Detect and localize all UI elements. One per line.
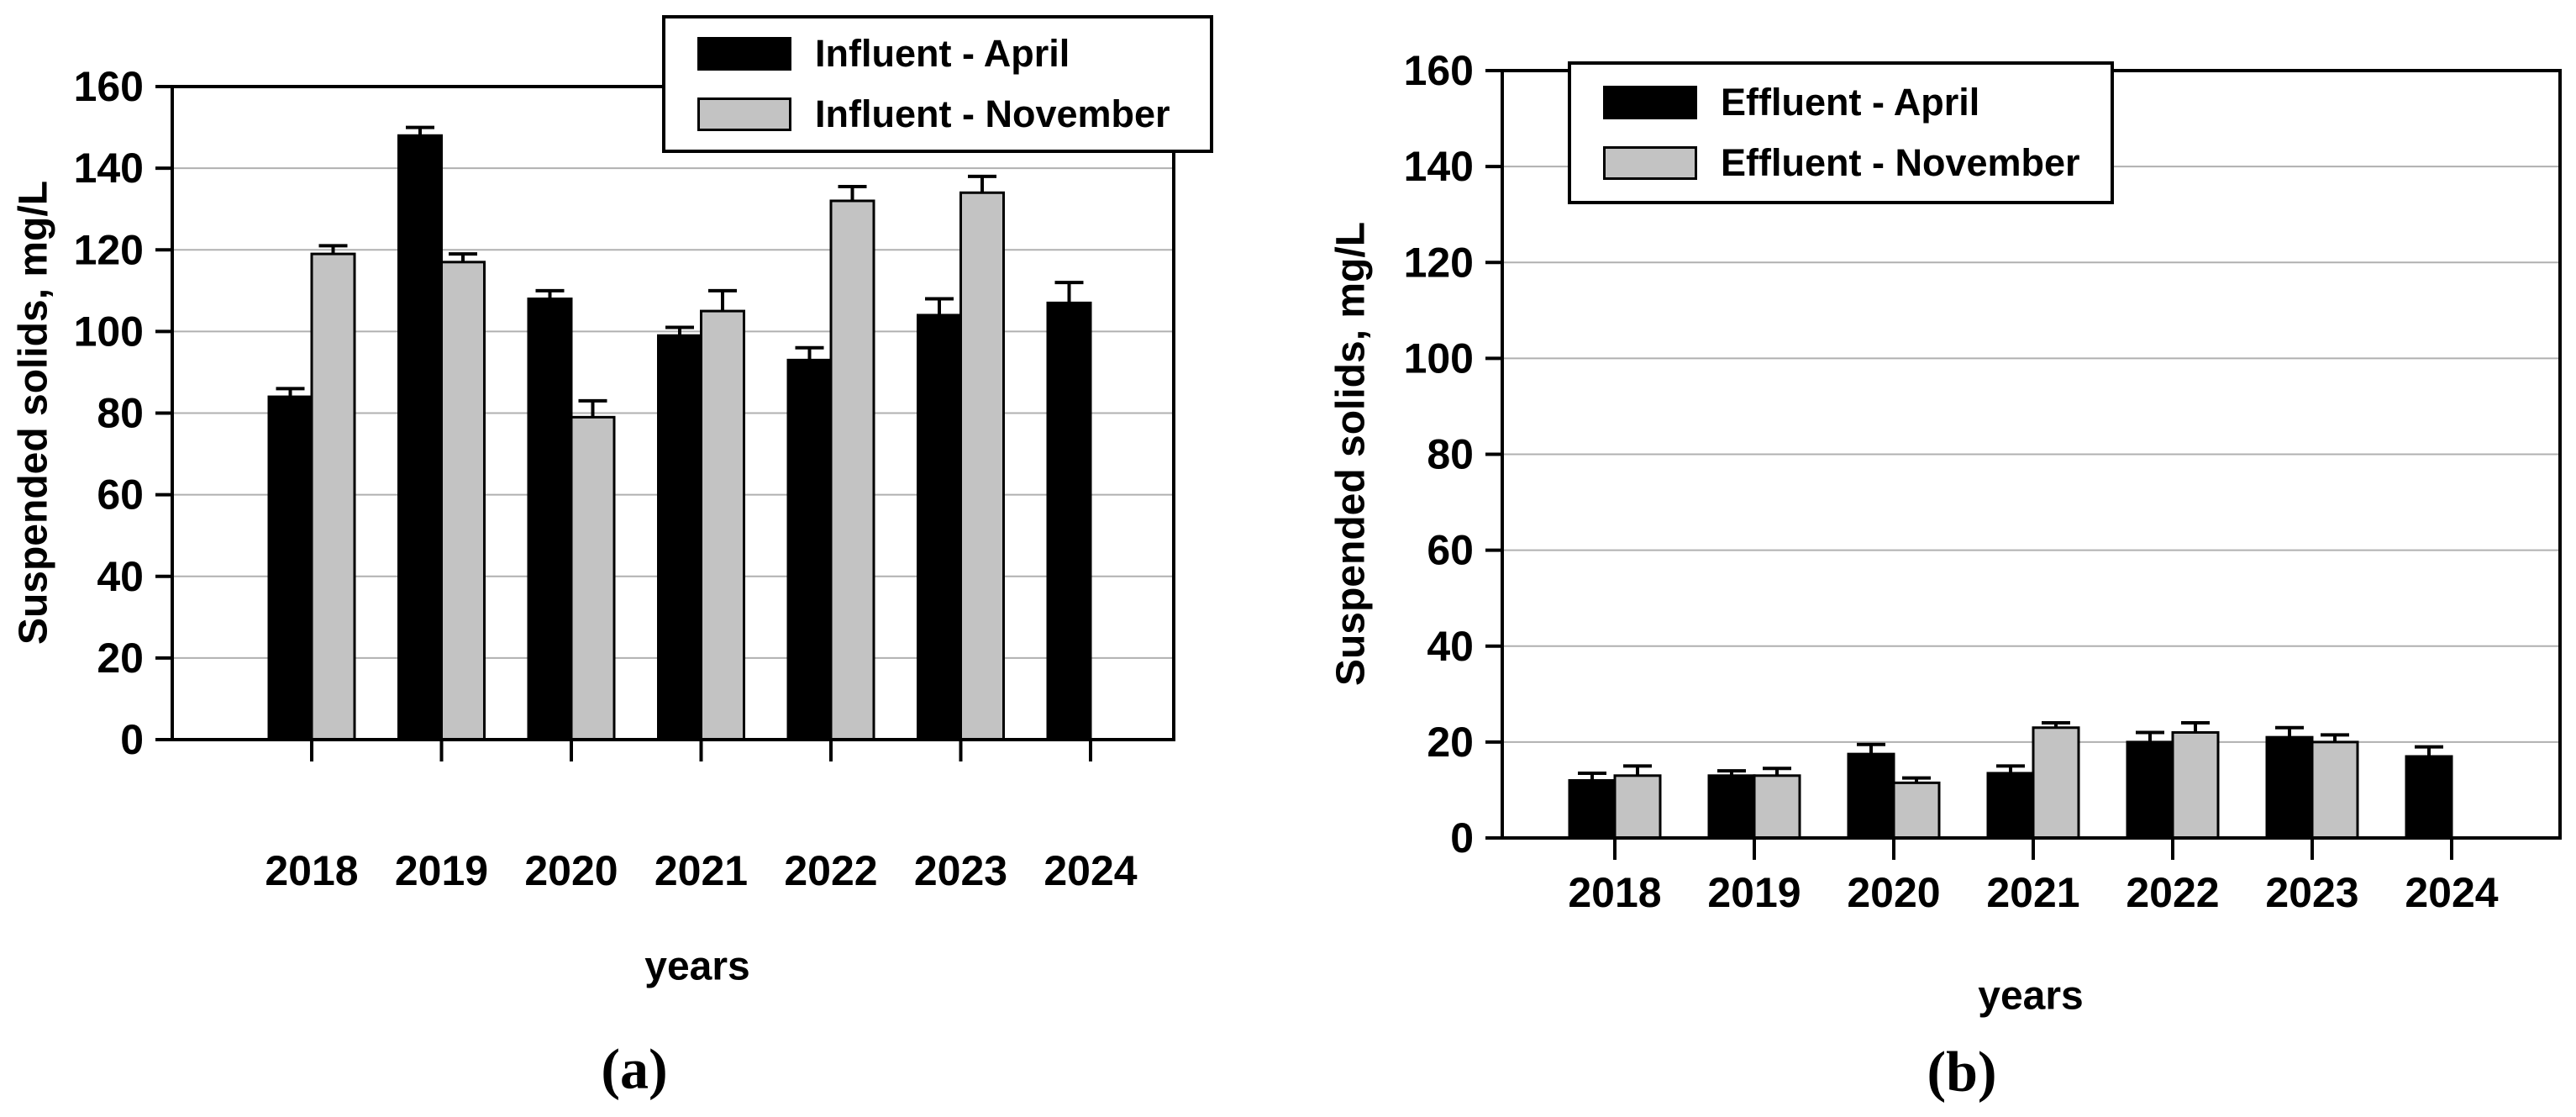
bar-b-2020-november — [1892, 781, 1941, 840]
y-tick-label-a-20: 20 — [97, 635, 144, 682]
x-tick-label-b-2018: 2018 — [1568, 869, 1661, 916]
x-axis-title-effluent: years — [1978, 973, 2084, 1019]
bar-a-2020-november — [570, 415, 616, 741]
y-tick-label-a-100: 100 — [74, 308, 144, 355]
y-tick-label-b-60: 60 — [1427, 527, 1474, 574]
y-tick-label-a-60: 60 — [97, 472, 144, 519]
y-axis-title-influent: Suspended solids, mg/L — [11, 180, 56, 645]
y-tick-label-a-0: 0 — [120, 716, 144, 763]
x-tick-label-a-2020: 2020 — [524, 847, 618, 894]
y-tick-label-a-40: 40 — [97, 553, 144, 600]
bar-a-2021-april — [657, 334, 702, 741]
x-tick-label-b-2024: 2024 — [2405, 869, 2498, 916]
bar-a-2022-november — [829, 199, 875, 741]
bar-a-2020-april — [527, 298, 573, 741]
y-tick-label-b-0: 0 — [1450, 814, 1474, 861]
legend-label-effluent-november: Effluent - November — [1721, 141, 2080, 184]
caption-b: (b) — [1927, 1039, 1997, 1104]
bar-b-2023-april — [2265, 735, 2314, 840]
legend-effluent: Effluent - April Effluent - November — [1568, 61, 2114, 204]
bar-b-2022-april — [2126, 740, 2174, 840]
legend-influent: Influent - April Influent - November — [662, 15, 1213, 153]
x-tick-label-b-2021: 2021 — [1986, 869, 2079, 916]
bar-b-2020-april — [1847, 752, 1895, 840]
bar-b-2019-april — [1707, 774, 1756, 840]
x-tick-label-b-2020: 2020 — [1847, 869, 1940, 916]
legend-label-influent-april: Influent - April — [815, 32, 1070, 75]
bar-a-2023-november — [959, 191, 1005, 741]
y-tick-label-b-160: 160 — [1404, 47, 1474, 94]
x-tick-label-a-2021: 2021 — [655, 847, 748, 894]
legend-swatch-influent-april — [697, 37, 791, 71]
y-tick-label-b-80: 80 — [1427, 431, 1474, 478]
bar-a-2019-april — [397, 134, 443, 741]
bar-b-2021-november — [2032, 726, 2080, 840]
x-tick-label-a-2024: 2024 — [1044, 847, 1137, 894]
x-tick-label-a-2022: 2022 — [784, 847, 877, 894]
y-tick-label-b-140: 140 — [1404, 143, 1474, 190]
x-tick-label-a-2019: 2019 — [395, 847, 488, 894]
bar-a-2021-november — [700, 309, 745, 741]
legend-swatch-effluent-november — [1603, 146, 1697, 180]
legend-label-effluent-april: Effluent - April — [1721, 81, 1980, 124]
y-tick-label-b-20: 20 — [1427, 719, 1474, 766]
legend-item-effluent-april: Effluent - April — [1603, 81, 1979, 124]
legend-swatch-influent-november — [697, 97, 791, 131]
bar-b-2019-november — [1753, 774, 1801, 840]
bar-b-2023-november — [2311, 740, 2359, 840]
y-tick-label-b-120: 120 — [1404, 239, 1474, 286]
bar-b-2022-november — [2171, 730, 2220, 840]
y-tick-label-a-120: 120 — [74, 226, 144, 273]
x-tick-label-a-2023: 2023 — [914, 847, 1007, 894]
y-tick-label-b-100: 100 — [1404, 335, 1474, 382]
legend-item-influent-april: Influent - April — [697, 32, 1070, 76]
bar-b-2024-april — [2405, 755, 2453, 840]
y-tick-label-b-40: 40 — [1427, 623, 1474, 670]
y-tick-label-a-160: 160 — [74, 63, 144, 110]
x-tick-label-b-2023: 2023 — [2265, 869, 2358, 916]
y-axis-title-effluent: Suspended solids, mg/L — [1328, 221, 1374, 687]
bar-b-2021-april — [1986, 772, 2035, 840]
bar-a-2022-april — [786, 358, 833, 741]
y-tick-label-a-140: 140 — [74, 145, 144, 192]
bar-a-2024-april — [1046, 301, 1092, 741]
bar-a-2019-november — [440, 261, 486, 741]
legend-swatch-effluent-april — [1603, 86, 1697, 119]
caption-a: (a) — [601, 1036, 668, 1101]
y-tick-label-a-80: 80 — [97, 390, 144, 437]
legend-item-influent-november: Influent - November — [697, 92, 1170, 136]
x-tick-label-a-2018: 2018 — [265, 847, 358, 894]
bar-a-2023-april — [917, 313, 962, 741]
bar-b-2018-november — [1613, 774, 1662, 840]
bar-b-2018-april — [1568, 779, 1617, 840]
legend-label-influent-november: Influent - November — [815, 92, 1170, 135]
x-axis-title-influent: years — [644, 944, 750, 989]
x-tick-label-b-2022: 2022 — [2126, 869, 2219, 916]
x-tick-label-b-2019: 2019 — [1707, 869, 1801, 916]
bar-a-2018-april — [267, 395, 313, 741]
legend-item-effluent-november: Effluent - November — [1603, 141, 2080, 185]
bar-a-2018-november — [310, 252, 356, 741]
